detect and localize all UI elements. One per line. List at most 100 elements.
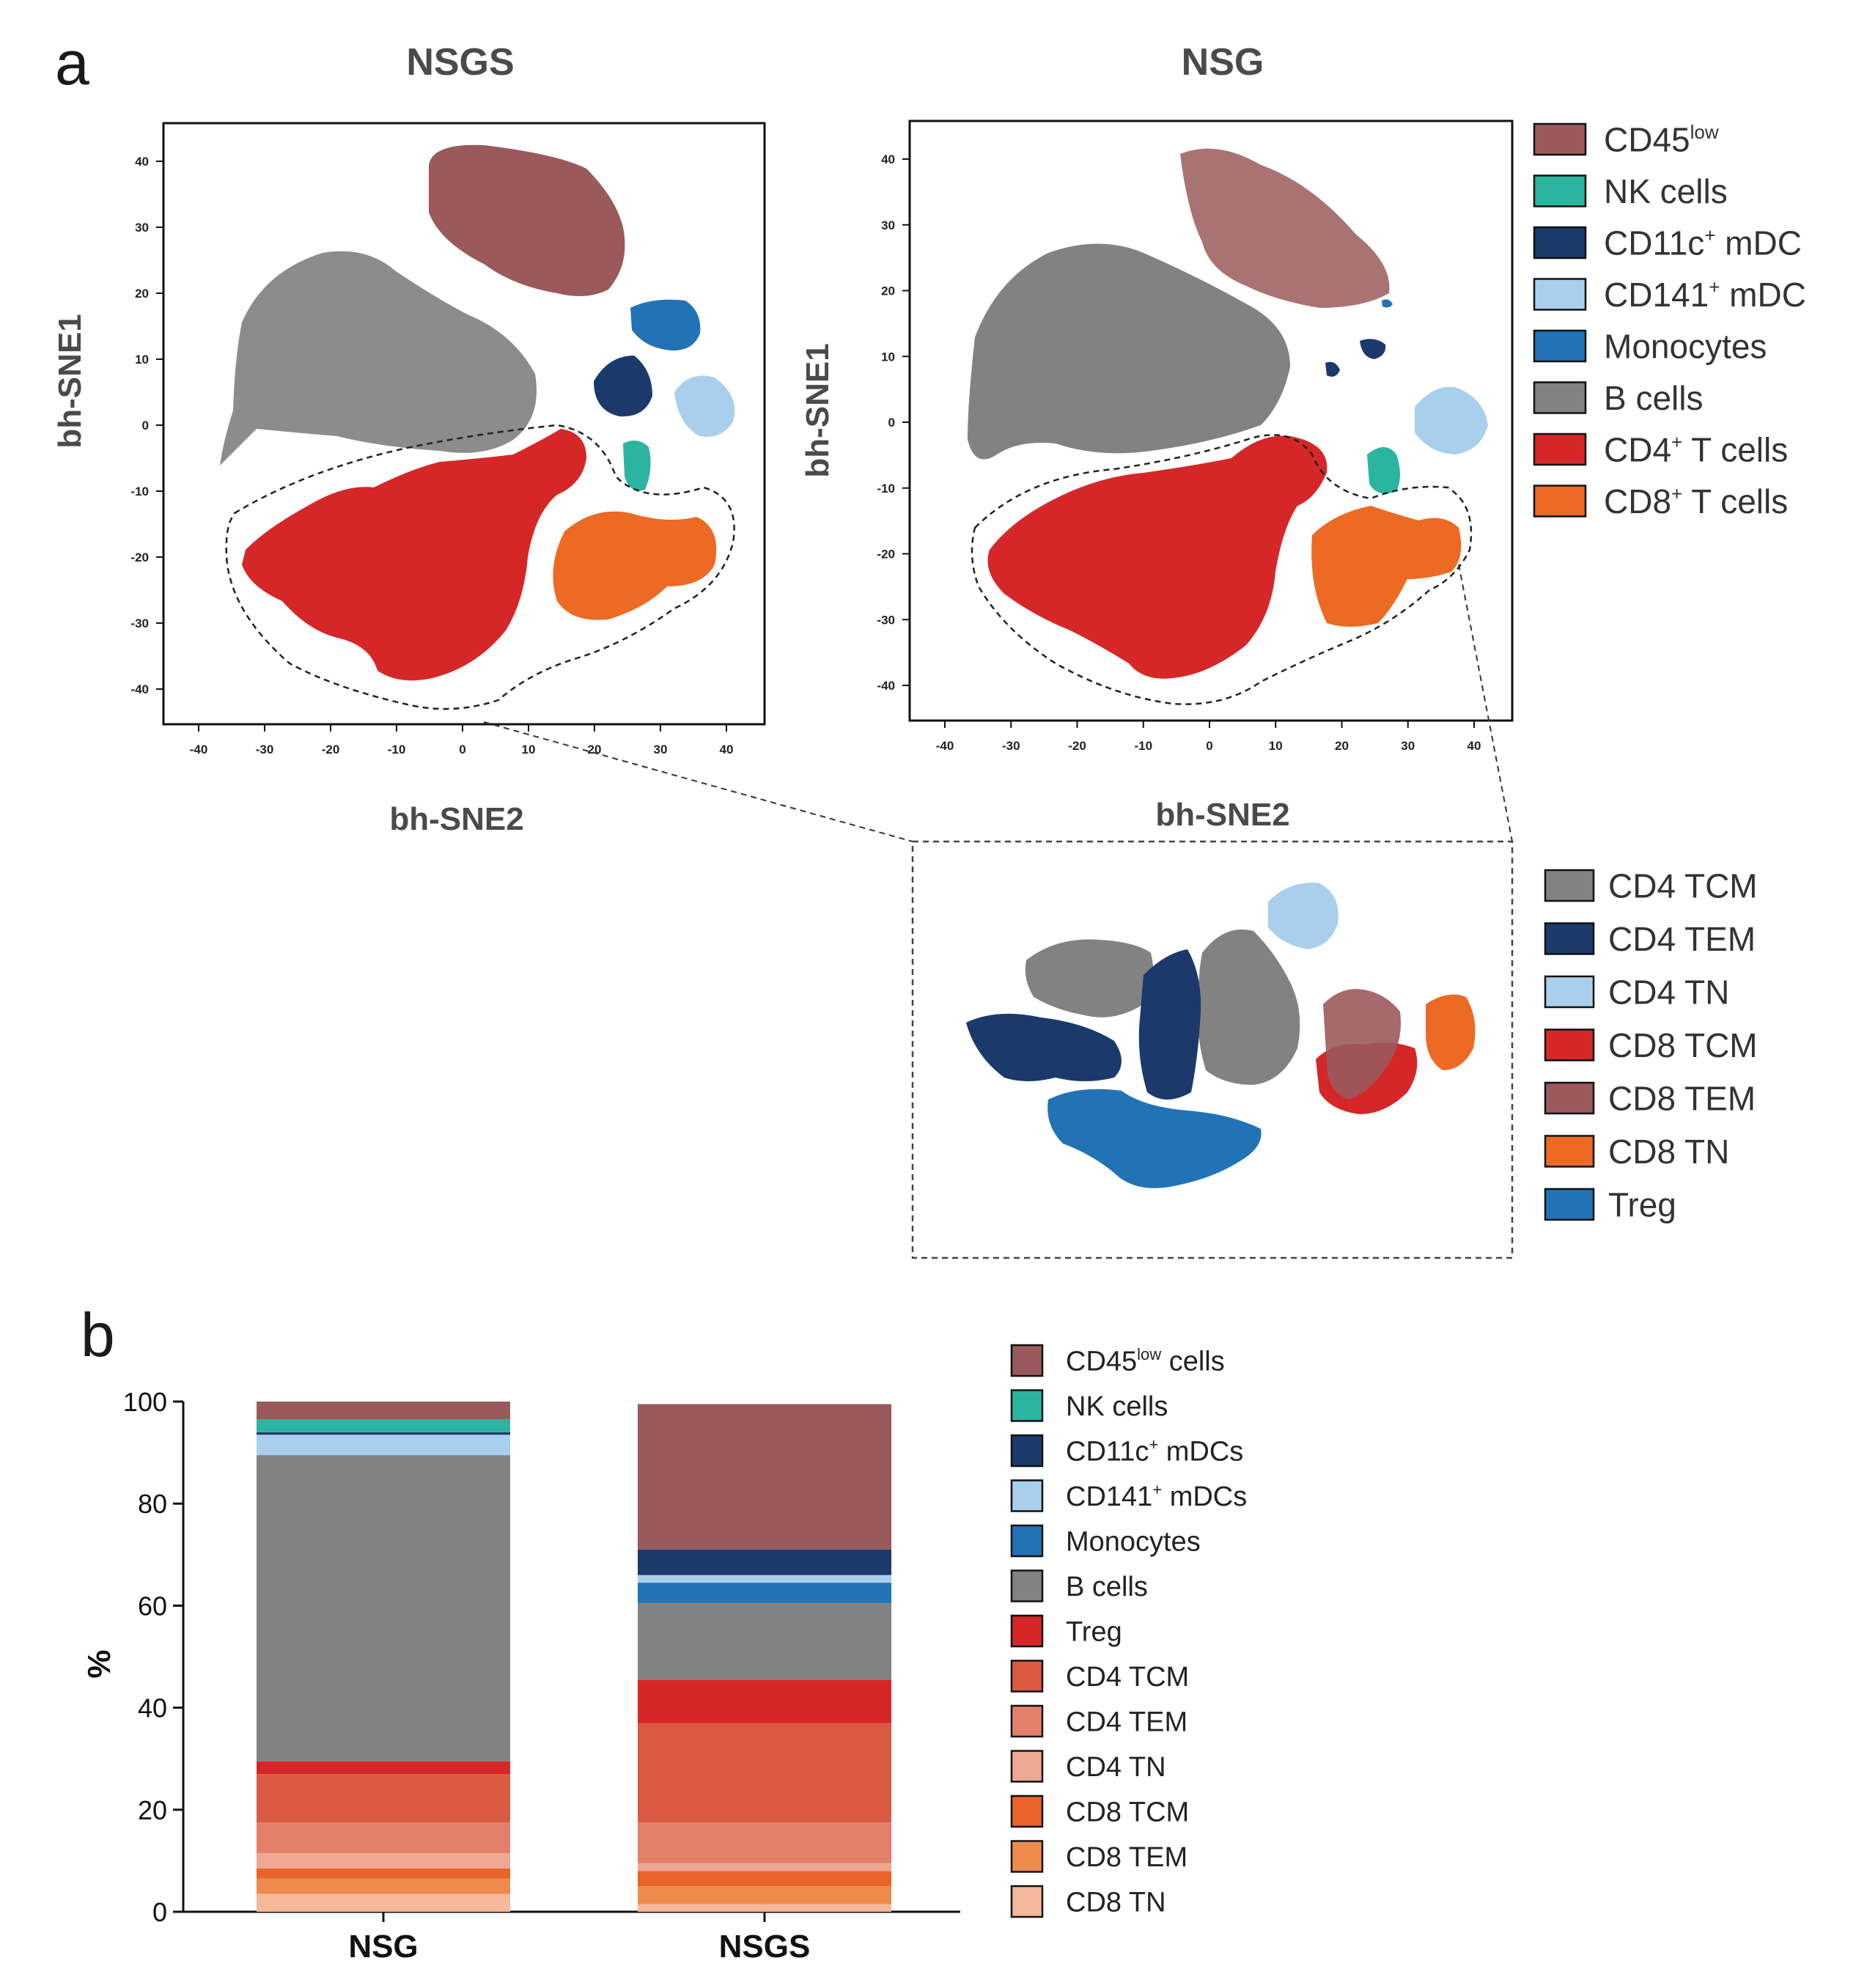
right-monocytes-cluster	[1382, 299, 1393, 308]
legend-swatch	[1010, 1885, 1044, 1918]
legend-label-rest: mDCs	[1158, 1437, 1243, 1468]
bar-segment-b-cells-nsg	[257, 1455, 510, 1761]
bar-segment-cd8-tn-nsg	[257, 1893, 510, 1912]
legend-swatch	[1010, 1524, 1044, 1558]
legend-label: Treg	[1608, 1186, 1676, 1224]
legend-swatch	[1010, 1479, 1044, 1512]
x-tick-label: 40	[1468, 739, 1481, 753]
left-bcells-cluster	[220, 251, 537, 465]
legend-label: CD8 TCM	[1608, 1026, 1758, 1064]
y-tick-label: 30	[135, 221, 149, 235]
legend-label-base: B cells	[1604, 379, 1703, 417]
legend-label: Monocytes	[1066, 1527, 1201, 1558]
bar-segment-cd4-tcm-nsgs	[638, 1723, 891, 1823]
right-cd11c-cluster-b	[1325, 361, 1340, 377]
inset-cd4tem-right	[1138, 949, 1201, 1100]
legend-label: CD4 TCM	[1066, 1662, 1189, 1693]
y-tick-label: 40	[135, 155, 149, 169]
left-cd4-cluster	[242, 429, 586, 681]
legend-swatch	[1010, 1704, 1044, 1738]
legend-label-base: CD11c	[1604, 224, 1704, 262]
legend-swatch	[1533, 329, 1587, 363]
legend-label-base: CD45	[1604, 121, 1690, 159]
inset-frame	[911, 840, 1514, 1259]
left-monocytes-cluster	[630, 299, 701, 351]
legend-swatch	[1010, 1840, 1044, 1873]
legend-swatch	[1533, 485, 1587, 518]
legend-swatch	[1533, 174, 1587, 207]
legend-label: CD8 TEM	[1608, 1080, 1756, 1118]
inset-connector-right	[1458, 564, 1513, 842]
legend-label: CD11c+ mDC	[1604, 224, 1802, 262]
y-tick-label: -20	[877, 548, 895, 562]
bar-segment-cd11c-mdcs-nsgs	[638, 1549, 891, 1575]
legend-label-base: CD8 TN	[1066, 1888, 1166, 1918]
legend-label-sup: +	[1671, 431, 1682, 453]
legend-label-base: CD8	[1604, 482, 1671, 520]
x-tick-label: 10	[1269, 739, 1283, 753]
y-tick-label: 40	[881, 152, 895, 166]
legend-swatch	[1010, 1614, 1044, 1648]
legend-label-sup: +	[1149, 1435, 1158, 1454]
legend-label-rest: mDC	[1715, 224, 1802, 262]
y-tick-label: -30	[877, 613, 895, 627]
legend-label-sup: +	[1704, 224, 1715, 246]
legend-label-base: Monocytes	[1066, 1527, 1201, 1558]
y-tick-label: 20	[881, 284, 895, 298]
bar-segment-cd45low-cells-nsg	[257, 1402, 510, 1420]
legend-swatch	[1533, 278, 1587, 311]
left-cd141-cluster	[674, 375, 735, 437]
x-tick-label: 40	[720, 743, 734, 756]
inset-legend: CD4 TCM CD4 TEM CD4 TN CD8 TCM CD8 TEM CD8 TN…	[1544, 867, 1758, 1224]
x-tick-label: -40	[936, 739, 954, 753]
right-tsne-clusters	[968, 148, 1488, 705]
legend-label-base: CD11c	[1066, 1437, 1149, 1468]
x-tick-label: 0	[459, 743, 465, 756]
inset-cd4tem-left	[966, 1013, 1122, 1081]
left-t-cell-outline	[225, 424, 735, 710]
right-cd4-cluster	[987, 435, 1327, 679]
x-tick-label: 10	[522, 743, 536, 756]
bar-segment-nk-cells-nsg	[257, 1419, 510, 1432]
right-plot-ticks: -40 -30 -20 -10 0 10 20 30 40 40 30 20 10 0 -10 -20 -30 -…	[877, 152, 1481, 753]
bar-segment-treg-nsgs	[638, 1679, 891, 1723]
legend-label: CD11c+ mDCs	[1066, 1435, 1243, 1467]
bar-segment-cd8-tem-nsgs	[638, 1886, 891, 1904]
bar-segment-treg-nsg	[257, 1761, 510, 1775]
left-x-axis-title: bh-SNE2	[389, 801, 523, 837]
legend-label-base: NK cells	[1066, 1391, 1168, 1422]
legend-label-sup: +	[1671, 483, 1682, 505]
bar-y-tick-label: 40	[138, 1693, 167, 1723]
x-tick-label: 0	[1206, 739, 1212, 753]
bar-segment-cd8-tcm-nsgs	[638, 1871, 891, 1887]
y-tick-label: -30	[130, 616, 149, 630]
bar-segment-cd4-tn-nsg	[257, 1852, 510, 1869]
y-tick-label: 0	[888, 416, 895, 430]
legend-swatch	[1010, 1794, 1044, 1828]
legend-label-base: CD8 TCM	[1066, 1797, 1189, 1828]
bar-segment-b-cells-nsgs	[638, 1602, 891, 1680]
bar-y-tick-label: 100	[123, 1387, 167, 1417]
legend-swatch	[1010, 1750, 1044, 1783]
legend-label: CD4 TEM	[1066, 1707, 1187, 1738]
legend-swatch	[1010, 1389, 1044, 1422]
legend-label: CD4 TN	[1608, 973, 1729, 1012]
y-tick-label: -40	[877, 679, 895, 693]
legend-label-base: NK cells	[1604, 172, 1728, 210]
x-tick-label: 30	[1401, 739, 1415, 753]
legend-label-rest: T cells	[1682, 482, 1788, 520]
legend-label-base: CD8 TEM	[1066, 1842, 1187, 1873]
legend-label-rest: mDCs	[1162, 1481, 1247, 1512]
legend-label-base: CD4 TN	[1066, 1752, 1166, 1783]
right-cd45low-cluster	[1180, 148, 1390, 308]
bar-y-tick-label: 0	[152, 1897, 167, 1927]
legend-label-base: CD4 TEM	[1066, 1707, 1187, 1738]
inset-treg-cluster	[1047, 1089, 1262, 1188]
legend-label-base: Treg	[1066, 1617, 1122, 1648]
inset-connector-left	[483, 721, 913, 842]
bar-y-tick-label: 60	[138, 1591, 167, 1621]
right-nk-cluster	[1367, 447, 1400, 494]
right-cd141-cluster	[1415, 386, 1488, 454]
x-tick-label: 30	[654, 743, 668, 756]
left-plot-ticks: -40 -30 -20 -10 0 10 20 30 40 40 30 20 10 0 -10 -20 -30 -…	[130, 155, 733, 756]
